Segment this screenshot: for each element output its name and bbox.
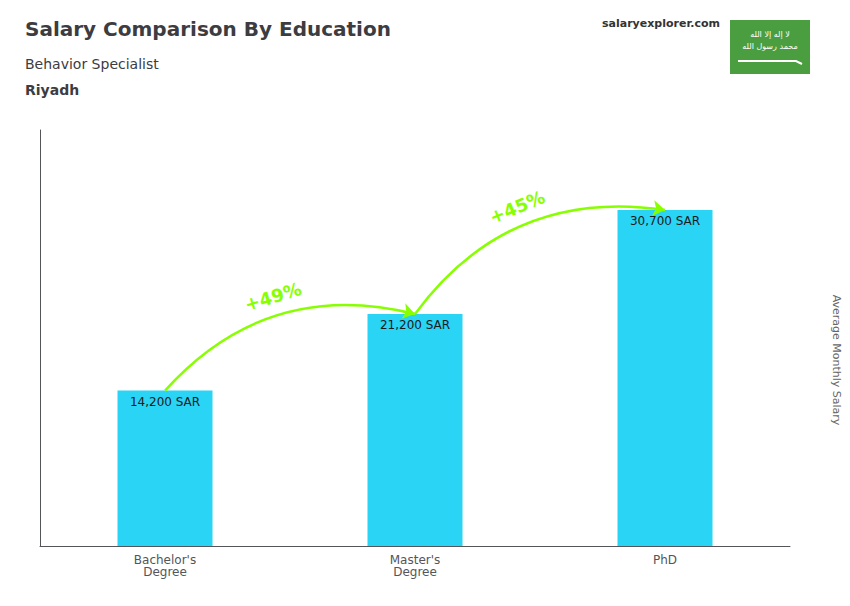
svg-text:salaryexplorer.com: salaryexplorer.com — [602, 17, 720, 30]
svg-text:14,200 SAR: 14,200 SAR — [130, 395, 200, 409]
svg-text:Degree: Degree — [143, 565, 187, 579]
svg-text:PhD: PhD — [653, 553, 677, 567]
svg-text:محمد رسول الله: محمد رسول الله — [742, 42, 797, 51]
svg-text:+45%: +45% — [486, 186, 548, 228]
svg-text:لا إله إلا الله: لا إله إلا الله — [750, 30, 790, 40]
svg-text:Salary Comparison By Education: Salary Comparison By Education — [25, 17, 391, 41]
svg-text:30,700 SAR: 30,700 SAR — [630, 214, 700, 228]
svg-text:Riyadh: Riyadh — [25, 82, 79, 98]
svg-text:Average Monthly Salary: Average Monthly Salary — [830, 295, 843, 426]
svg-text:Master's: Master's — [389, 553, 441, 567]
svg-text:21,200 SAR: 21,200 SAR — [380, 318, 450, 332]
svg-text:+49%: +49% — [242, 278, 304, 315]
svg-text:Bachelor's: Bachelor's — [133, 553, 197, 567]
svg-text:Degree: Degree — [393, 565, 437, 579]
svg-text:Behavior Specialist: Behavior Specialist — [25, 56, 159, 72]
